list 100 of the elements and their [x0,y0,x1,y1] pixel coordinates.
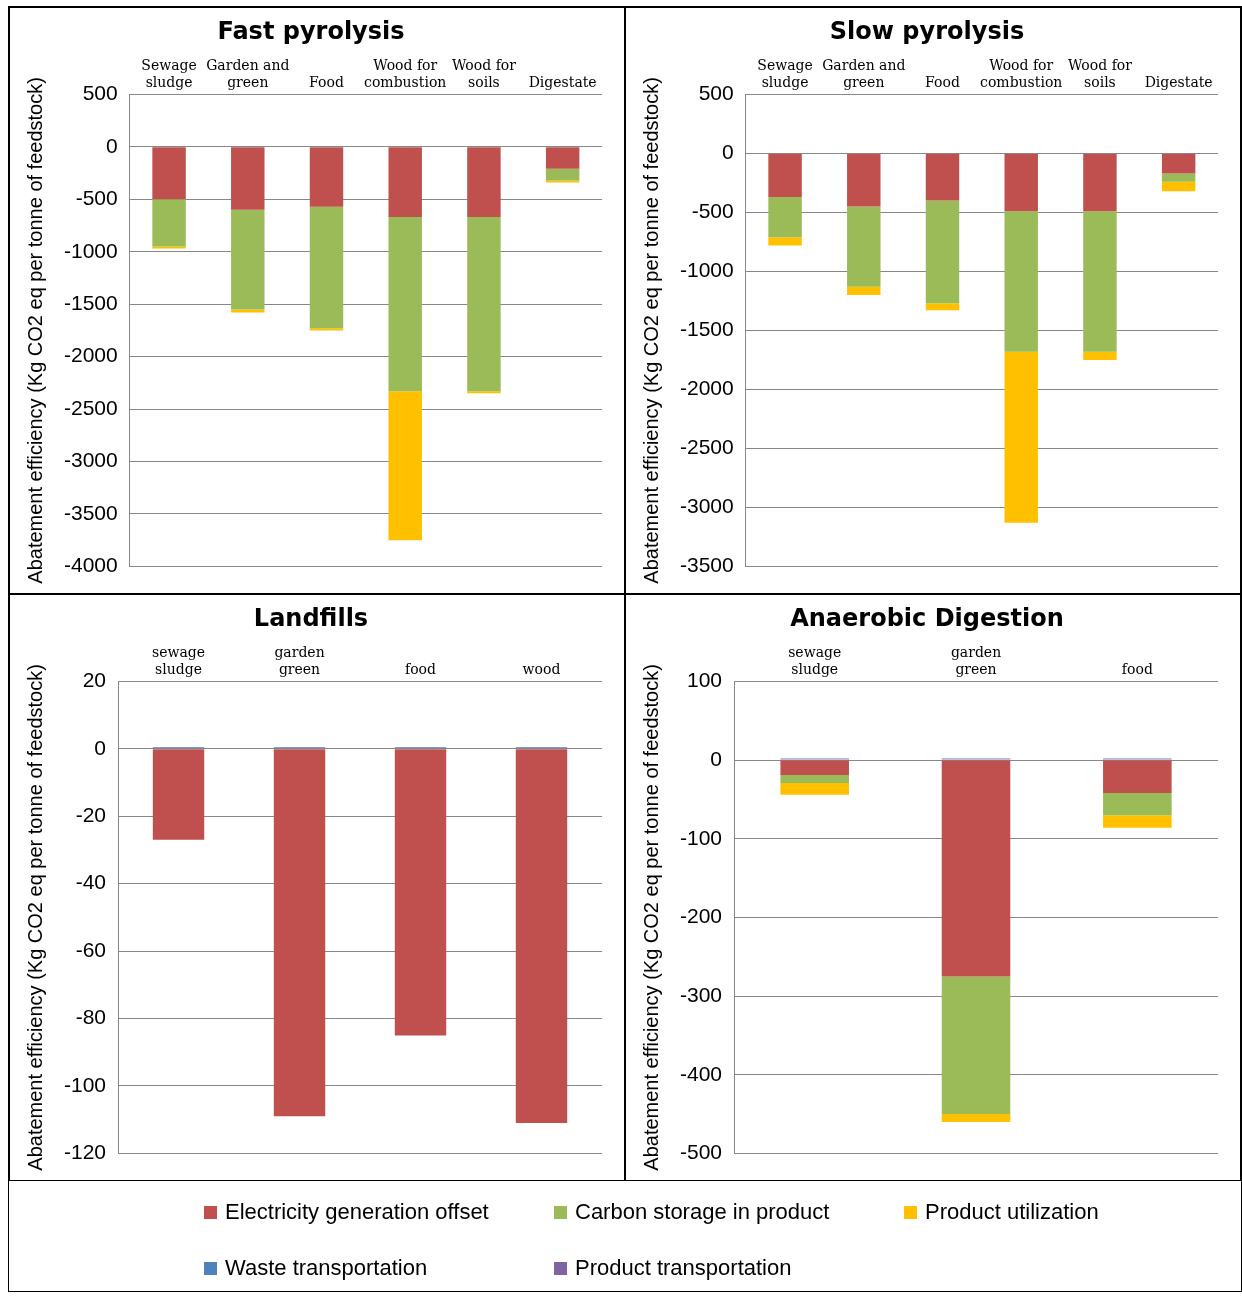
y-tick-label: -2000 [679,376,734,400]
y-tick-label: -500 [691,199,734,223]
y-tick-label: -1500 [679,317,734,341]
x-tick-label: garden green [950,643,1002,677]
bar [231,309,265,313]
x-tick-label: Wood for combustion [364,56,447,90]
chart-title: Landfills [253,603,369,632]
legend-label: Carbon storage in product [575,1199,830,1225]
y-tick-label: 500 [698,81,734,105]
bar [1103,815,1172,828]
x-tick-label: Garden and green [206,56,290,90]
legend-label: Product transportation [575,1255,792,1281]
bar [309,328,344,331]
bar [941,976,1011,1115]
y-tick-label: -1000 [63,238,118,262]
y-tick-label: 0 [710,746,723,770]
bar [388,217,422,392]
y-axis-title: Abatement efficiency (Kg CO2 eq per tonne of feedstock) [23,77,46,584]
x-tick-label: sewage sludge [152,643,206,677]
bar [467,217,501,392]
x-tick-label: sewage sludge [788,643,842,677]
bar [545,147,580,169]
y-tick-label: -2000 [63,343,118,367]
bar [768,197,802,238]
x-tick-label: Digestate [528,73,597,90]
bar [545,168,580,181]
x-tick-label: Sewage sludge [141,56,197,90]
bar [1161,153,1196,174]
bar [847,206,881,287]
chart-title: Slow pyrolysis [829,16,1025,45]
y-tick-label: -300 [680,982,723,1006]
x-tick-label: Wood for soils [1067,56,1133,90]
x-tick-label: Food [925,73,960,90]
bar [941,760,1011,977]
y-tick-label: -120 [64,1140,107,1164]
x-tick-label: Digestate [1144,73,1213,90]
x-tick-label: Sewage sludge [757,56,813,90]
bar [1083,153,1117,212]
bar [388,147,422,218]
bar [231,147,265,210]
bar [467,391,501,394]
x-tick-label: Garden and green [822,56,906,90]
legend-label: Electricity generation offset [225,1199,489,1225]
chart-title: Fast pyrolysis [217,16,405,45]
y-tick-label: 0 [94,735,107,759]
bar [780,775,849,783]
y-tick-label: 0 [722,140,734,164]
y-tick-label: -1000 [679,258,734,282]
bar [152,199,186,247]
bar [941,1114,1011,1122]
bar [925,200,960,304]
legend-label: Product utilization [925,1199,1099,1225]
x-tick-label: food [405,660,437,677]
bar [1103,760,1172,794]
y-tick-label: -500 [680,1140,723,1164]
bar [1083,211,1117,352]
x-tick-label: Food [309,73,344,90]
bar [309,147,344,207]
bar [1161,173,1196,182]
bar [925,303,960,311]
bar [467,147,501,218]
y-tick-label: -60 [75,937,107,961]
bar [780,760,849,776]
y-tick-label: -100 [680,825,723,849]
y-tick-label: -4000 [63,553,118,577]
bar [388,391,422,541]
y-tick-label: -20 [75,803,107,827]
x-tick-label: garden green [274,643,325,677]
chart-title: Anaerobic Digestion [790,603,1064,632]
bar [231,209,265,310]
bar [1083,351,1117,360]
y-tick-label: 20 [82,668,107,692]
bar [768,237,802,246]
y-tick-label: -400 [680,1061,723,1085]
bar [925,153,960,201]
x-tick-label: food [1121,660,1153,677]
y-tick-label: -80 [75,1005,107,1029]
y-tick-label: -3000 [63,448,118,472]
y-tick-label: -500 [75,186,118,210]
y-tick-label: -3500 [679,553,734,577]
x-tick-label: Wood for combustion [980,56,1063,90]
bar [847,153,881,207]
bar [545,180,580,183]
y-tick-label: -40 [75,870,107,894]
bar [309,206,344,329]
y-tick-label: -1500 [63,290,118,314]
bar [1103,793,1172,816]
y-axis-title: Abatement efficiency (Kg CO2 eq per tonne of feedstock) [23,664,46,1171]
y-tick-label: -100 [64,1072,107,1096]
bar [847,286,881,295]
y-tick-label: 500 [82,81,118,105]
y-tick-label: 0 [106,133,118,157]
y-tick-label: -2500 [63,395,118,419]
bar [1004,351,1038,523]
x-tick-label: Wood for soils [451,56,517,90]
bar [1004,211,1038,352]
y-tick-label: -3000 [679,494,734,518]
bar [152,246,186,249]
legend-label: Waste transportation [225,1255,428,1281]
bar [780,782,849,795]
